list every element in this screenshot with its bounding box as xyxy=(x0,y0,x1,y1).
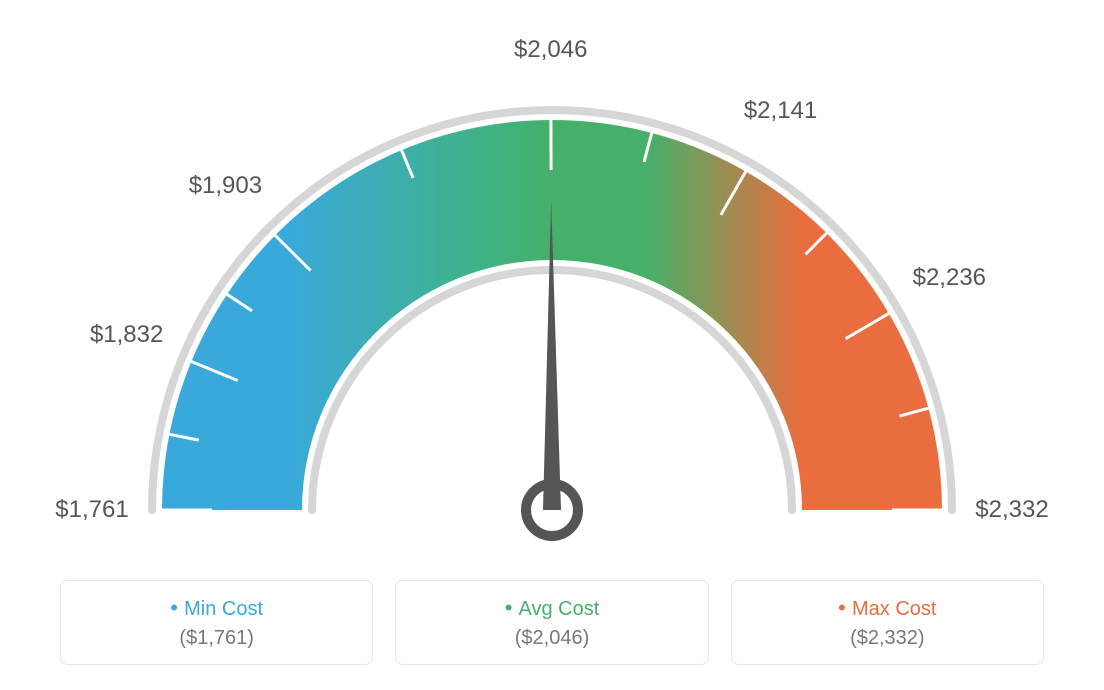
legend-avg-label: Avg Cost xyxy=(406,595,697,621)
gauge-chart: $1,761 $1,832 $1,903 $2,046 $2,141 $2,236 $2,3… xyxy=(0,0,1104,560)
tick-label: $1,832 xyxy=(90,321,163,349)
tick-label: $2,141 xyxy=(744,97,817,125)
tick-label: $1,761 xyxy=(55,496,128,524)
legend-card-avg: Avg Cost ($2,046) xyxy=(395,580,708,665)
legend-card-max: Max Cost ($2,332) xyxy=(731,580,1044,665)
legend-min-value: ($1,761) xyxy=(71,627,362,650)
legend-card-min: Min Cost ($1,761) xyxy=(60,580,373,665)
tick-label: $2,332 xyxy=(975,496,1048,524)
legend-max-value: ($2,332) xyxy=(742,627,1033,650)
tick-label: $1,903 xyxy=(189,172,262,200)
legend-avg-value: ($2,046) xyxy=(406,627,697,650)
legend-max-label: Max Cost xyxy=(742,595,1033,621)
tick-label: $2,046 xyxy=(514,36,587,64)
tick-label: $2,236 xyxy=(913,264,986,292)
legend-row: Min Cost ($1,761) Avg Cost ($2,046) Max … xyxy=(0,580,1104,665)
legend-min-label: Min Cost xyxy=(71,595,362,621)
